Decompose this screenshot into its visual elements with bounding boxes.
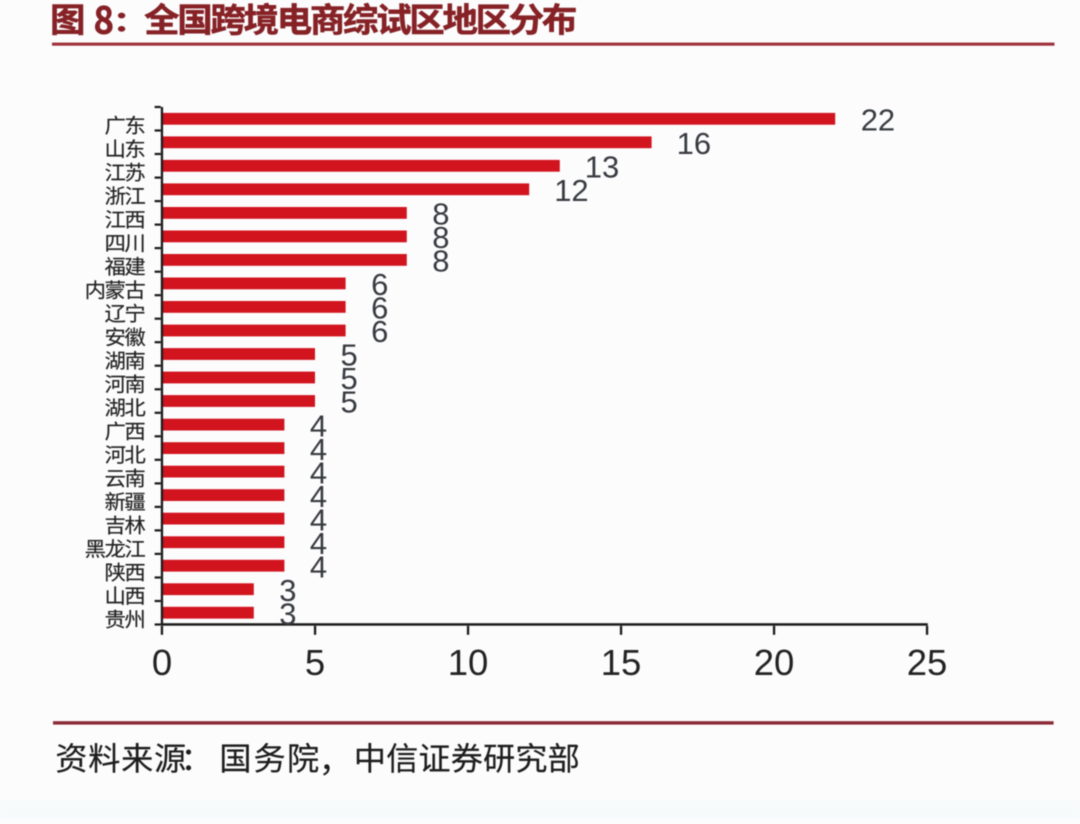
svg-text:10: 10 <box>448 642 489 683</box>
svg-text:4: 4 <box>310 455 327 490</box>
svg-text:5: 5 <box>341 338 358 373</box>
svg-text:3: 3 <box>279 596 296 631</box>
svg-text:16: 16 <box>677 126 711 161</box>
svg-text:15: 15 <box>601 642 642 683</box>
svg-text:4: 4 <box>310 479 327 514</box>
svg-text:0: 0 <box>152 642 172 683</box>
svg-text:4: 4 <box>310 549 327 584</box>
svg-text:5: 5 <box>341 385 358 420</box>
svg-text:22: 22 <box>861 103 895 138</box>
svg-text:4: 4 <box>310 432 327 467</box>
svg-text:5: 5 <box>341 361 358 396</box>
svg-text:8: 8 <box>432 220 449 255</box>
svg-text:25: 25 <box>907 642 948 683</box>
svg-text:6: 6 <box>371 267 388 302</box>
svg-text:4: 4 <box>310 526 327 561</box>
svg-text:20: 20 <box>754 642 795 683</box>
svg-text:6: 6 <box>371 314 388 349</box>
svg-text:13: 13 <box>585 150 619 185</box>
svg-text:3: 3 <box>279 573 296 608</box>
svg-text:12: 12 <box>554 173 588 208</box>
svg-text:6: 6 <box>371 291 388 326</box>
svg-text:4: 4 <box>310 502 327 537</box>
svg-text:8: 8 <box>432 244 449 279</box>
svg-text:5: 5 <box>305 642 325 683</box>
svg-text:4: 4 <box>310 408 327 443</box>
svg-text:8: 8 <box>432 197 449 232</box>
